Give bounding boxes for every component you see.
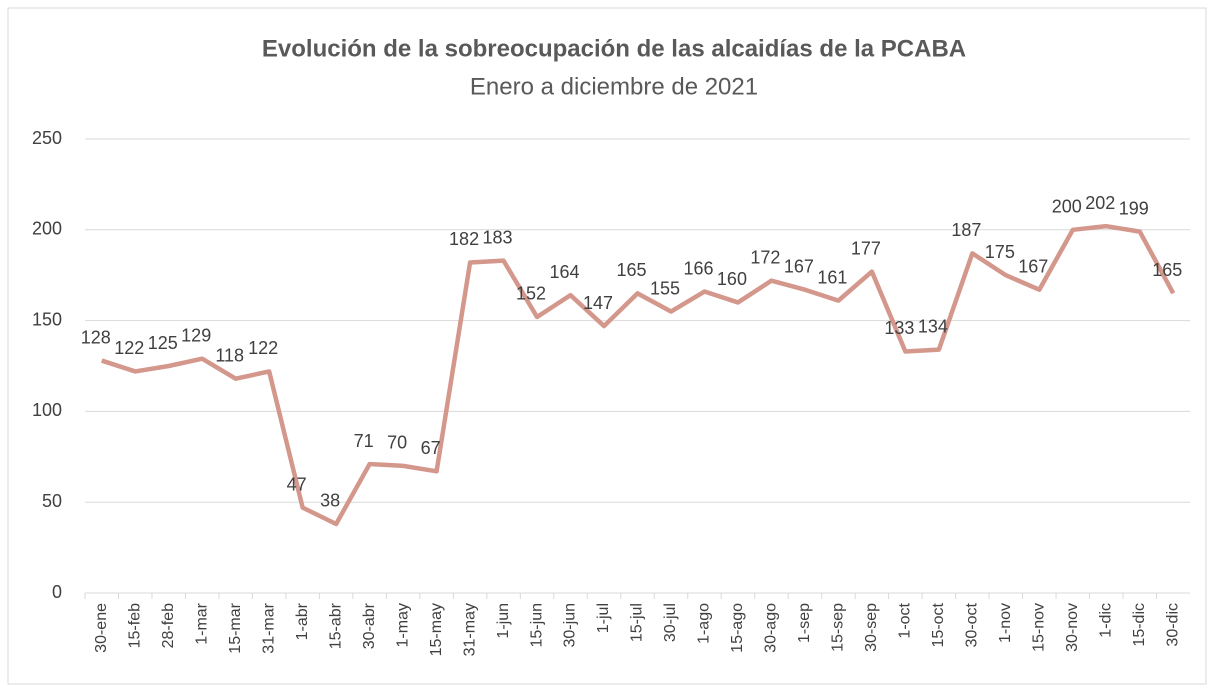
x-tick-label: 15-jul	[629, 603, 646, 642]
y-tick-label: 50	[42, 491, 62, 511]
data-line	[101, 223, 1176, 527]
x-tick-label: 30-sep	[863, 603, 880, 652]
data-label: 160	[717, 269, 747, 289]
data-label: 175	[985, 242, 1015, 262]
y-tick-label: 0	[52, 582, 62, 602]
x-tick-label: 15-dic	[1131, 603, 1148, 647]
x-tick-label: 1-abr	[294, 602, 311, 640]
x-tick-label: 30-oct	[964, 602, 981, 647]
data-label: 202	[1085, 193, 1115, 213]
y-tick-label: 250	[32, 128, 62, 148]
data-label: 122	[248, 338, 278, 358]
x-tick-label: 1-nov	[997, 603, 1014, 643]
data-label: 128	[81, 327, 111, 347]
data-label: 167	[1018, 256, 1048, 276]
x-tick-label: 1-may	[394, 603, 411, 647]
chart-border	[7, 7, 1207, 685]
data-label: 70	[387, 433, 407, 453]
data-label: 161	[817, 267, 847, 287]
x-tick-label: 1-dic	[1098, 603, 1115, 638]
data-label: 147	[583, 293, 613, 313]
data-label: 164	[550, 262, 580, 282]
y-tick-label: 100	[32, 400, 62, 420]
x-tick-label: 1-oct	[897, 602, 914, 638]
y-tick-label: 200	[32, 219, 62, 239]
data-label: 177	[851, 238, 881, 258]
x-tick-label: 15-feb	[126, 603, 143, 648]
data-label: 199	[1119, 198, 1149, 218]
data-label: 67	[421, 438, 441, 458]
x-tick-label: 1-jul	[595, 603, 612, 633]
x-tick-label: 15-may	[428, 603, 445, 656]
x-tick-label: 1-jun	[495, 603, 512, 639]
chart-title: Evolución de la sobreocupación de las al…	[262, 35, 966, 62]
x-tick-label: 30-ago	[763, 603, 780, 653]
x-tick-label: 15-jun	[528, 603, 545, 647]
x-tick-label: 1-mar	[193, 602, 210, 644]
x-tick-label: 15-abr	[327, 602, 344, 649]
data-label: 187	[951, 220, 981, 240]
x-tick-label: 15-nov	[1031, 603, 1048, 652]
data-label: 47	[287, 474, 307, 494]
x-tick-label: 30-ene	[93, 603, 110, 653]
chart-subtitle: Enero a diciembre de 2021	[470, 73, 758, 100]
data-label: 129	[181, 325, 211, 345]
data-label: 38	[320, 491, 340, 511]
x-tick-label: 30-jul	[662, 603, 679, 642]
x-tick-label: 1-ago	[696, 603, 713, 644]
x-tick-label: 15-ago	[729, 603, 746, 653]
y-tick-label: 150	[32, 309, 62, 329]
x-tick-label: 31-mar	[260, 602, 277, 653]
data-label: 71	[354, 431, 374, 451]
x-tick-label: 15-mar	[227, 602, 244, 653]
x-tick-label: 15-sep	[830, 603, 847, 652]
x-tick-label: 30-jun	[562, 603, 579, 647]
data-label: 165	[616, 260, 646, 280]
data-label: 125	[148, 333, 178, 353]
data-label: 172	[750, 247, 780, 267]
data-label: 152	[516, 284, 546, 304]
x-tick-label: 28-feb	[160, 603, 177, 648]
data-label: 182	[449, 229, 479, 249]
data-label: 200	[1052, 197, 1082, 217]
data-label: 122	[114, 338, 144, 358]
data-label: 134	[918, 316, 948, 336]
x-tick-label: 31-may	[461, 603, 478, 656]
x-tick-label: 1-sep	[796, 603, 813, 643]
x-tick-label: 15-oct	[930, 602, 947, 647]
data-label: 183	[483, 227, 513, 247]
x-tick-label: 30-dic	[1164, 603, 1181, 647]
data-label: 167	[784, 256, 814, 276]
data-label: 165	[1152, 260, 1182, 280]
data-label: 155	[650, 278, 680, 298]
data-label: 166	[683, 258, 713, 278]
x-tick-label: 30-abr	[361, 602, 378, 649]
data-label: 118	[215, 345, 244, 365]
x-tick-label: 30-nov	[1064, 603, 1081, 652]
data-label: 133	[884, 318, 914, 338]
